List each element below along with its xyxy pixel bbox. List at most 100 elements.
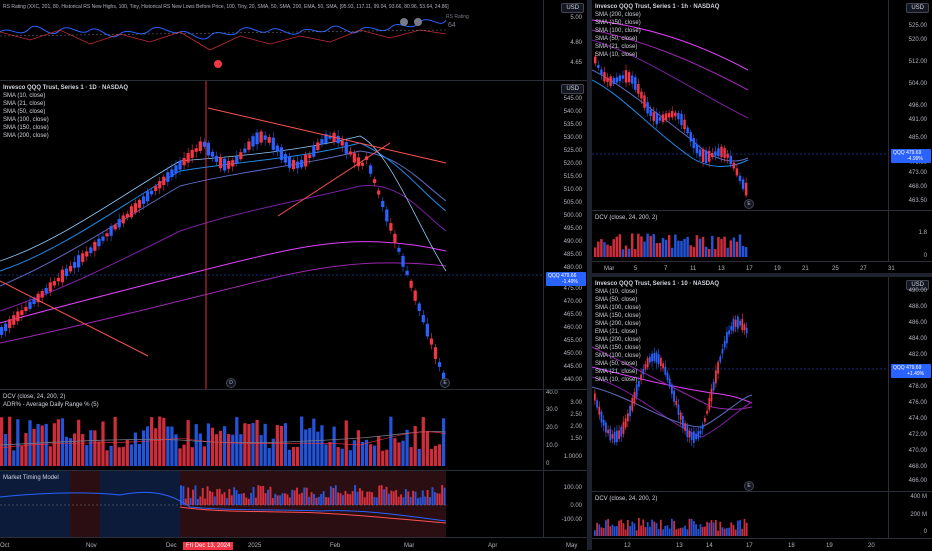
indicator-legend[interactable]: SMA (100, close) xyxy=(595,305,641,311)
currency-button[interactable]: USD xyxy=(906,3,929,13)
pane-separator[interactable] xyxy=(0,470,587,471)
ten-min-time-axis[interactable]: 12 13 14 17 18 19 20 xyxy=(592,538,932,551)
timing-bar xyxy=(334,485,337,505)
indicator-legend[interactable]: SMA (10, close) xyxy=(3,93,46,99)
indicator-legend[interactable]: SMA (10, close) xyxy=(595,289,638,295)
indicator-legend[interactable]: EMA (21, close) xyxy=(595,329,638,335)
indicator-legend[interactable]: SMA (200, close) xyxy=(595,337,641,343)
dividend-marker-icon[interactable]: D xyxy=(226,378,236,388)
currency-button[interactable]: USD xyxy=(906,280,929,290)
timing-bar xyxy=(194,485,197,505)
hourly-dcv-axis[interactable]: 1.8 0 xyxy=(888,211,932,261)
indicator-legend[interactable]: SMA (100, close) xyxy=(3,117,49,123)
indicator-legend[interactable]: SMA (50, close) xyxy=(595,297,638,303)
hourly-chart-title: Invesco QQQ Trust, Series 1 · 1h · NASDA… xyxy=(595,4,720,10)
hourly-time-axis[interactable]: Mar 5 7 11 13 17 19 21 25 27 31 xyxy=(592,261,932,274)
dcv-bar xyxy=(401,440,405,466)
ten-min-chart-pane[interactable]: Invesco QQQ Trust, Series 1 · 10 · NASDA… xyxy=(592,277,932,491)
ten-min-dcv-pane[interactable]: DCV (close, 24, 200, 2) 400 M 200 M 0 xyxy=(592,492,932,538)
hourly-price-axis[interactable]: USD 525.00 520.00 512.00 504.00 496.00 4… xyxy=(888,0,932,210)
daily-chart-pane[interactable]: Invesco QQQ Trust, Series 1 · 1D · NASDA… xyxy=(0,81,587,389)
indicator-legend[interactable]: SMA (200, close) xyxy=(3,133,49,139)
indicator-legend[interactable]: SMA (150, close) xyxy=(595,313,641,319)
daily-candle xyxy=(158,181,162,189)
earnings-marker-icon[interactable]: E xyxy=(440,378,450,388)
ten-min-dcv-bar xyxy=(605,520,607,536)
ten-min-candle xyxy=(618,430,620,440)
ten-min-dcv-bar xyxy=(690,518,693,536)
timing-bar xyxy=(276,495,279,505)
earnings-marker-icon[interactable]: E xyxy=(744,481,754,491)
timing-bar xyxy=(424,496,427,505)
timing-bar xyxy=(269,486,272,505)
rs-price-axis[interactable]: USD 5.00 4.80 4.65 xyxy=(543,0,587,80)
ten-min-dcv-title: DCV (close, 24, 200, 2) xyxy=(595,496,658,502)
rs-rating-plot[interactable] xyxy=(0,0,543,80)
hourly-dcv-bar xyxy=(698,238,702,257)
hourly-candle xyxy=(732,162,736,169)
indicator-legend[interactable]: SMA (10, close) xyxy=(595,52,638,58)
daily-candle xyxy=(409,280,413,288)
indicator-legend[interactable]: SMA (150, close) xyxy=(3,125,49,131)
timing-bar xyxy=(431,487,434,505)
dcv-adr-pane[interactable]: DCV (close, 24, 200, 2) ADR% - Average D… xyxy=(0,390,587,470)
ten-min-dcv-bar xyxy=(657,529,660,536)
daily-candle xyxy=(336,135,340,144)
currency-button[interactable]: USD xyxy=(561,84,584,94)
layout-splitter[interactable] xyxy=(587,0,592,550)
dcv-axis[interactable]: 3.00 2.50 2.00 1.50 1.0000 xyxy=(543,390,587,470)
hourly-dcv-pane[interactable]: DCV (close, 24, 200, 2) 1.8 0 xyxy=(592,211,932,261)
market-timing-pane[interactable]: Market Timing Model 100.00 0.00 -100.00 xyxy=(0,471,587,537)
indicator-legend[interactable]: SMA (150, close) xyxy=(595,345,641,351)
market-timing-plot[interactable] xyxy=(0,471,543,537)
indicator-legend[interactable]: SMA (100, close) xyxy=(595,28,641,34)
pane-separator[interactable] xyxy=(0,389,587,390)
dcv-bar xyxy=(24,433,28,466)
pane-separator[interactable] xyxy=(0,80,587,81)
dcv-bar xyxy=(12,450,16,466)
daily-price-axis[interactable]: USD 545.00 540.00 535.00 530.00 525.00 5… xyxy=(543,81,587,389)
hourly-chart-pane[interactable]: Invesco QQQ Trust, Series 1 · 1h · NASDA… xyxy=(592,0,932,210)
timing-bar xyxy=(259,485,262,505)
indicator-legend[interactable]: SMA (21, close) xyxy=(595,369,638,375)
timing-bar xyxy=(223,492,226,505)
indicator-legend[interactable]: SMA (200, close) xyxy=(595,12,641,18)
price-tick: 463.50 xyxy=(908,198,927,204)
timing-bar xyxy=(238,493,240,505)
indicator-legend[interactable]: SMA (50, close) xyxy=(595,36,638,42)
rs-rating-pane[interactable]: RS Rating (XXC, 201, 80, Historical RS N… xyxy=(0,0,587,80)
indicator-legend[interactable]: SMA (100, close) xyxy=(595,353,641,359)
daily-candle xyxy=(308,154,312,159)
pane-separator[interactable] xyxy=(592,210,932,211)
pane-separator[interactable] xyxy=(592,273,932,277)
price-tick: 530.00 xyxy=(563,135,582,141)
hourly-candle xyxy=(741,179,745,190)
indicator-legend[interactable]: SMA (50, close) xyxy=(595,361,638,367)
hourly-candle xyxy=(674,112,677,117)
indicator-legend[interactable]: SMA (21, close) xyxy=(595,44,638,50)
price-tick: 470.00 xyxy=(908,448,927,454)
ten-min-dcv-plot[interactable] xyxy=(592,492,888,538)
indicator-legend[interactable]: SMA (200, close) xyxy=(595,321,641,327)
pane-separator[interactable] xyxy=(592,491,932,492)
dcv-volume-plot[interactable] xyxy=(0,390,543,470)
daily-time-axis[interactable]: Oct Nov Dec Fri Dec 13, 2024 2025 Feb Ma… xyxy=(0,537,587,551)
hourly-candle xyxy=(704,150,708,164)
indicator-legend[interactable]: SMA (10, close) xyxy=(595,377,638,383)
earnings-marker-icon[interactable]: E xyxy=(744,199,754,209)
ten-min-price-plot[interactable] xyxy=(592,277,888,491)
daily-candle xyxy=(223,158,227,171)
indicator-legend[interactable]: SMA (21, close) xyxy=(3,101,46,107)
ten-min-dcv-axis[interactable]: 400 M 200 M 0 xyxy=(888,492,932,538)
timing-axis[interactable]: 100.00 0.00 -100.00 xyxy=(543,471,587,537)
symbol-price-tag: QQQ 479.69 -4.99% xyxy=(891,149,931,163)
indicator-legend[interactable]: SMA (150, close) xyxy=(595,20,641,26)
price-tick: 496.00 xyxy=(908,103,927,109)
currency-button[interactable]: USD xyxy=(561,3,584,13)
hourly-price-plot[interactable] xyxy=(592,0,888,210)
ten-min-price-axis[interactable]: USD 490.00 488.00 486.00 484.00 482.00 4… xyxy=(888,277,932,491)
indicator-legend[interactable]: SMA (50, close) xyxy=(3,109,46,115)
hourly-dcv-plot[interactable] xyxy=(592,211,888,261)
daily-price-plot[interactable] xyxy=(0,81,543,389)
price-tick: 490.00 xyxy=(908,288,927,294)
